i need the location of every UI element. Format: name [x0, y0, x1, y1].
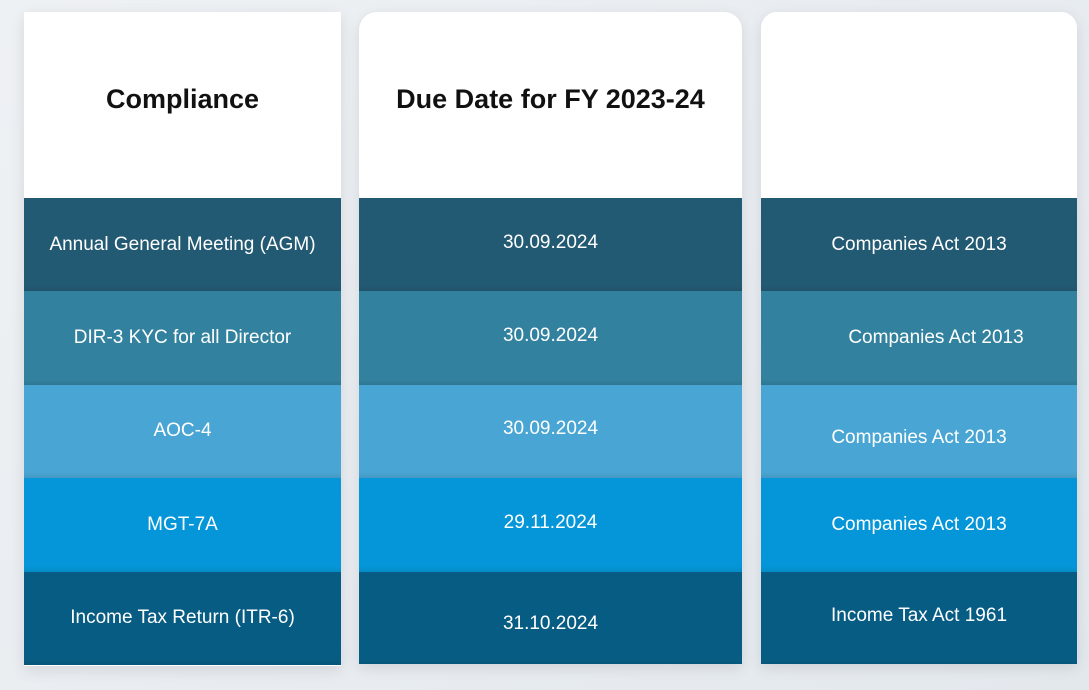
compliance-column: Compliance Annual General Meeting (AGM) … — [24, 12, 341, 666]
due-date-row: 30.09.2024 — [359, 291, 742, 386]
act-row: Income Tax Act 1961 — [761, 571, 1077, 664]
due-date-value: 31.10.2024 — [502, 613, 599, 635]
compliance-row: MGT-7A — [24, 478, 341, 572]
due-date-header: Due Date for FY 2023-24 — [359, 12, 742, 198]
due-date-header-label: Due Date for FY 2023-24 — [396, 83, 705, 114]
compliance-header-label: Compliance — [105, 83, 260, 114]
act-value: Companies Act 2013 — [848, 327, 1024, 349]
act-column: Companies Act 2013 Companies Act 2013 Co… — [761, 12, 1077, 664]
due-date-value: 30.09.2024 — [502, 418, 599, 440]
due-date-row: 31.10.2024 — [359, 571, 742, 664]
compliance-row: DIR-3 KYC for all Director — [24, 291, 341, 386]
compliance-row: Annual General Meeting (AGM) — [24, 198, 341, 292]
compliance-row-label: Annual General Meeting (AGM) — [49, 233, 316, 255]
due-date-value: 30.09.2024 — [502, 231, 599, 253]
due-date-value: 29.11.2024 — [503, 511, 598, 533]
compliance-row-label: MGT-7A — [147, 513, 218, 535]
due-date-column: Due Date for FY 2023-24 30.09.2024 30.09… — [359, 12, 742, 664]
act-row: Companies Act 2013 — [761, 384, 1077, 479]
act-value: Companies Act 2013 — [831, 513, 1007, 535]
act-value: Income Tax Act 1961 — [830, 605, 1008, 627]
act-header — [761, 12, 1077, 198]
act-value: Companies Act 2013 — [831, 233, 1007, 255]
due-date-row: 29.11.2024 — [359, 478, 742, 572]
due-date-row: 30.09.2024 — [359, 198, 742, 292]
act-value: Companies Act 2013 — [831, 427, 1007, 449]
compliance-row-label: DIR-3 KYC for all Director — [73, 327, 292, 349]
compliance-row: AOC-4 — [24, 384, 341, 479]
act-row: Companies Act 2013 — [761, 291, 1077, 386]
compliance-header: Compliance — [24, 12, 341, 198]
compliance-row-label: Income Tax Return (ITR-6) — [70, 607, 295, 629]
act-row: Companies Act 2013 — [761, 198, 1077, 292]
compliance-row-label: AOC-4 — [153, 420, 212, 442]
due-date-row: 30.09.2024 — [359, 384, 742, 479]
due-date-value: 30.09.2024 — [502, 325, 599, 347]
compliance-row: Income Tax Return (ITR-6) — [24, 571, 341, 666]
act-row: Companies Act 2013 — [761, 478, 1077, 572]
